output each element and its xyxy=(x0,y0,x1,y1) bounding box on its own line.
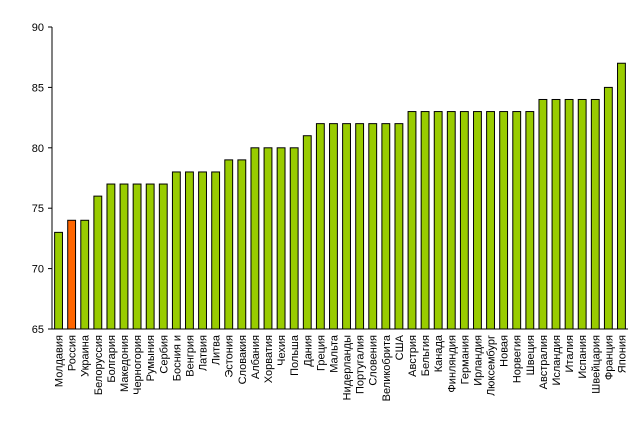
bar xyxy=(171,171,181,330)
bar xyxy=(276,147,286,330)
bar xyxy=(263,147,273,330)
x-tick-label: Греция xyxy=(315,335,327,371)
bar xyxy=(538,98,548,330)
bar xyxy=(145,183,155,330)
bar xyxy=(433,111,443,330)
bar xyxy=(394,123,404,330)
x-tick-label: Франция xyxy=(603,335,615,380)
bar xyxy=(381,123,391,330)
bar xyxy=(499,111,509,330)
bar xyxy=(551,98,561,330)
x-tick-label: Молдавия xyxy=(54,335,66,387)
bar xyxy=(237,159,247,330)
x-tick-label: Япония xyxy=(616,335,628,373)
bar xyxy=(577,98,587,330)
x-tick-label: Черногория xyxy=(132,335,144,395)
x-tick-label: Швейцария xyxy=(590,335,602,394)
x-tick-label: Германия xyxy=(459,335,471,384)
x-tick-label: Словения xyxy=(368,335,380,386)
x-tick-label: Украина xyxy=(80,334,92,377)
x-tick-label: Болгария xyxy=(106,335,118,383)
bar xyxy=(368,123,378,330)
x-tick-label: Белоруссия xyxy=(93,335,105,395)
x-tick-label: Эстония xyxy=(224,335,236,378)
x-tick-label: Македония xyxy=(119,335,131,392)
bar xyxy=(446,111,456,330)
y-tick-label: 90 xyxy=(32,22,44,34)
bar xyxy=(329,123,338,330)
x-tick-label: США xyxy=(394,334,406,360)
bar xyxy=(158,183,168,330)
x-tick-label: Швеция xyxy=(525,335,537,375)
x-tick-label: Новая xyxy=(499,335,511,367)
bar xyxy=(486,111,495,330)
bar xyxy=(289,147,299,330)
x-tick-label: Хорватия xyxy=(263,335,275,383)
x-tick-label: Бельгия xyxy=(420,335,432,376)
x-tick-label: Польша xyxy=(289,334,301,376)
bar xyxy=(250,147,260,330)
y-tick-label: 85 xyxy=(32,82,44,94)
bar xyxy=(132,183,142,330)
bar xyxy=(407,111,417,330)
x-tick-label: Нидерланды xyxy=(342,335,354,400)
bar xyxy=(106,183,116,330)
bar xyxy=(224,159,234,330)
x-tick-label: Чехия xyxy=(276,335,288,366)
bar xyxy=(119,183,129,330)
x-tick-label: Норвегия xyxy=(512,335,524,383)
x-tick-label: Босния и xyxy=(171,335,183,381)
x-tick-label: Италия xyxy=(564,335,576,373)
bar xyxy=(473,111,482,330)
y-tick-label: 80 xyxy=(32,143,44,155)
bar xyxy=(211,171,221,330)
y-tick-label: 65 xyxy=(32,324,44,336)
x-tick-label: Россия xyxy=(67,335,79,371)
bar xyxy=(525,111,535,330)
x-tick-label: Румыния xyxy=(145,335,157,381)
x-tick-label: Мальта xyxy=(328,334,340,373)
bar xyxy=(315,123,325,330)
bar xyxy=(185,171,194,330)
bar xyxy=(54,231,63,330)
bar xyxy=(67,219,77,330)
x-tick-label: Австралия xyxy=(538,335,550,389)
x-tick-label: Дания xyxy=(302,335,314,367)
x-tick-label: Венгрия xyxy=(184,335,196,377)
bar xyxy=(603,86,613,330)
x-tick-label: Албания xyxy=(250,335,262,379)
y-tick-label: 70 xyxy=(32,264,44,276)
x-tick-label: Великобрита xyxy=(381,334,393,401)
bar xyxy=(590,98,600,330)
x-tick-label: Ирландия xyxy=(472,335,484,386)
bar xyxy=(617,62,626,330)
x-tick-label: Австрия xyxy=(407,335,419,377)
x-tick-label: Люксембург xyxy=(486,335,498,396)
bar xyxy=(564,98,574,330)
x-tick-label: Сербия xyxy=(158,335,170,374)
x-tick-label: Литва xyxy=(211,334,223,365)
bar xyxy=(93,195,103,330)
bar xyxy=(459,111,469,330)
bar xyxy=(420,111,430,330)
x-tick-label: Испания xyxy=(577,335,589,379)
x-tick-label: Финляндия xyxy=(446,335,458,393)
x-tick-label: Португалия xyxy=(355,335,367,394)
bar xyxy=(355,123,365,330)
x-tick-label: Исландия xyxy=(551,335,563,386)
bar xyxy=(342,123,351,330)
x-tick-label: Латвия xyxy=(198,335,210,371)
bar xyxy=(80,219,90,330)
x-tick-label: Словакия xyxy=(237,335,249,384)
bar xyxy=(512,111,522,330)
bar xyxy=(302,135,312,330)
bar xyxy=(198,171,207,330)
x-tick-label: Канада xyxy=(433,334,445,372)
y-tick-label: 75 xyxy=(32,203,44,215)
